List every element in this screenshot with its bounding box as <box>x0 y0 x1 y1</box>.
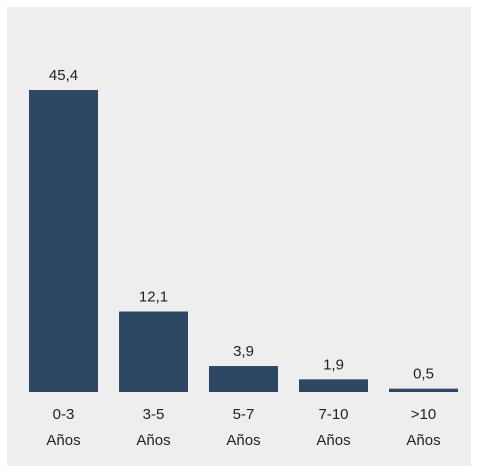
bar-4 <box>389 388 458 392</box>
bar-2 <box>209 366 278 392</box>
x-tick-label-2-line-1: Años <box>226 432 260 449</box>
x-tick-label-1-line-0: 3-5 <box>143 406 165 423</box>
x-tick-label-1-line-1: Años <box>136 432 170 449</box>
bar-chart: 45,4 12,1 3,9 1,9 0,5 0-3 Años 3-5 Años 5-7 Años 7… <box>29 67 458 449</box>
value-labels-group: 45,4 12,1 3,9 1,9 0,5 <box>49 67 434 383</box>
bar-3 <box>299 379 368 392</box>
bar-1 <box>119 311 188 392</box>
x-axis-labels-group: 0-3 Años 3-5 Años 5-7 Años 7-10 Años >10 Años <box>46 406 440 449</box>
x-tick-label-2-line-0: 5-7 <box>233 406 255 423</box>
bars-group <box>29 90 458 392</box>
value-label-1: 12,1 <box>139 289 168 306</box>
value-label-3: 1,9 <box>323 356 344 373</box>
chart-panel: 45,4 12,1 3,9 1,9 0,5 0-3 Años 3-5 Años 5-7 Años 7… <box>7 7 471 466</box>
bar-0 <box>29 90 98 392</box>
x-tick-label-3-line-1: Años <box>316 432 350 449</box>
value-label-2: 3,9 <box>233 343 254 360</box>
x-tick-label-4-line-1: Años <box>406 432 440 449</box>
x-tick-label-3-line-0: 7-10 <box>318 406 348 423</box>
value-label-4: 0,5 <box>413 366 434 383</box>
x-tick-label-4-line-0: >10 <box>411 406 436 423</box>
x-tick-label-0-line-1: Años <box>46 432 80 449</box>
x-tick-label-0-line-0: 0-3 <box>53 406 75 423</box>
value-label-0: 45,4 <box>49 67 78 84</box>
